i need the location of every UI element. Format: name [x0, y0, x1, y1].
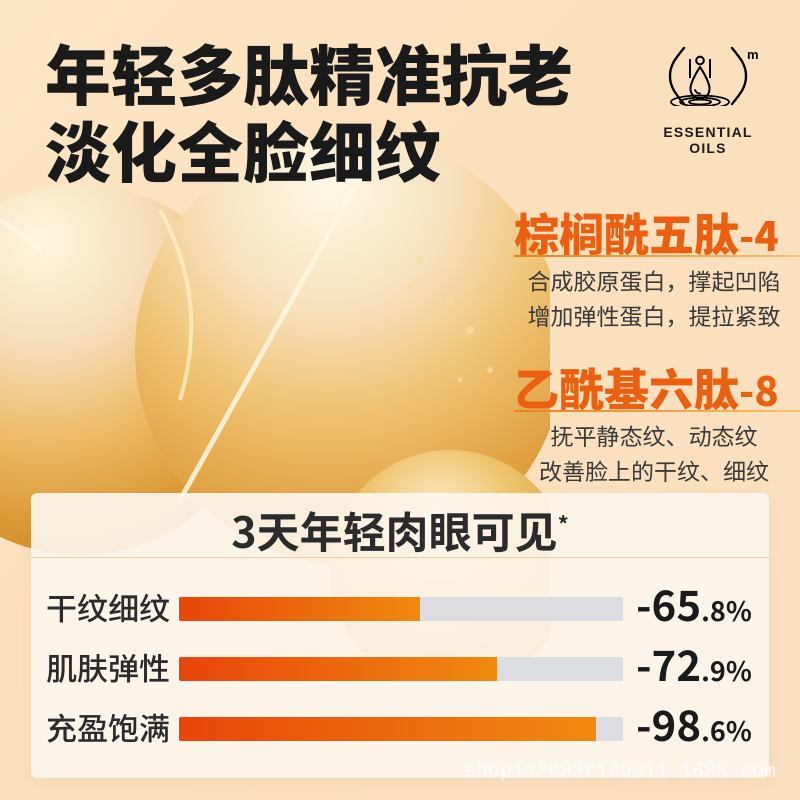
- svg-text:m: m: [747, 47, 759, 62]
